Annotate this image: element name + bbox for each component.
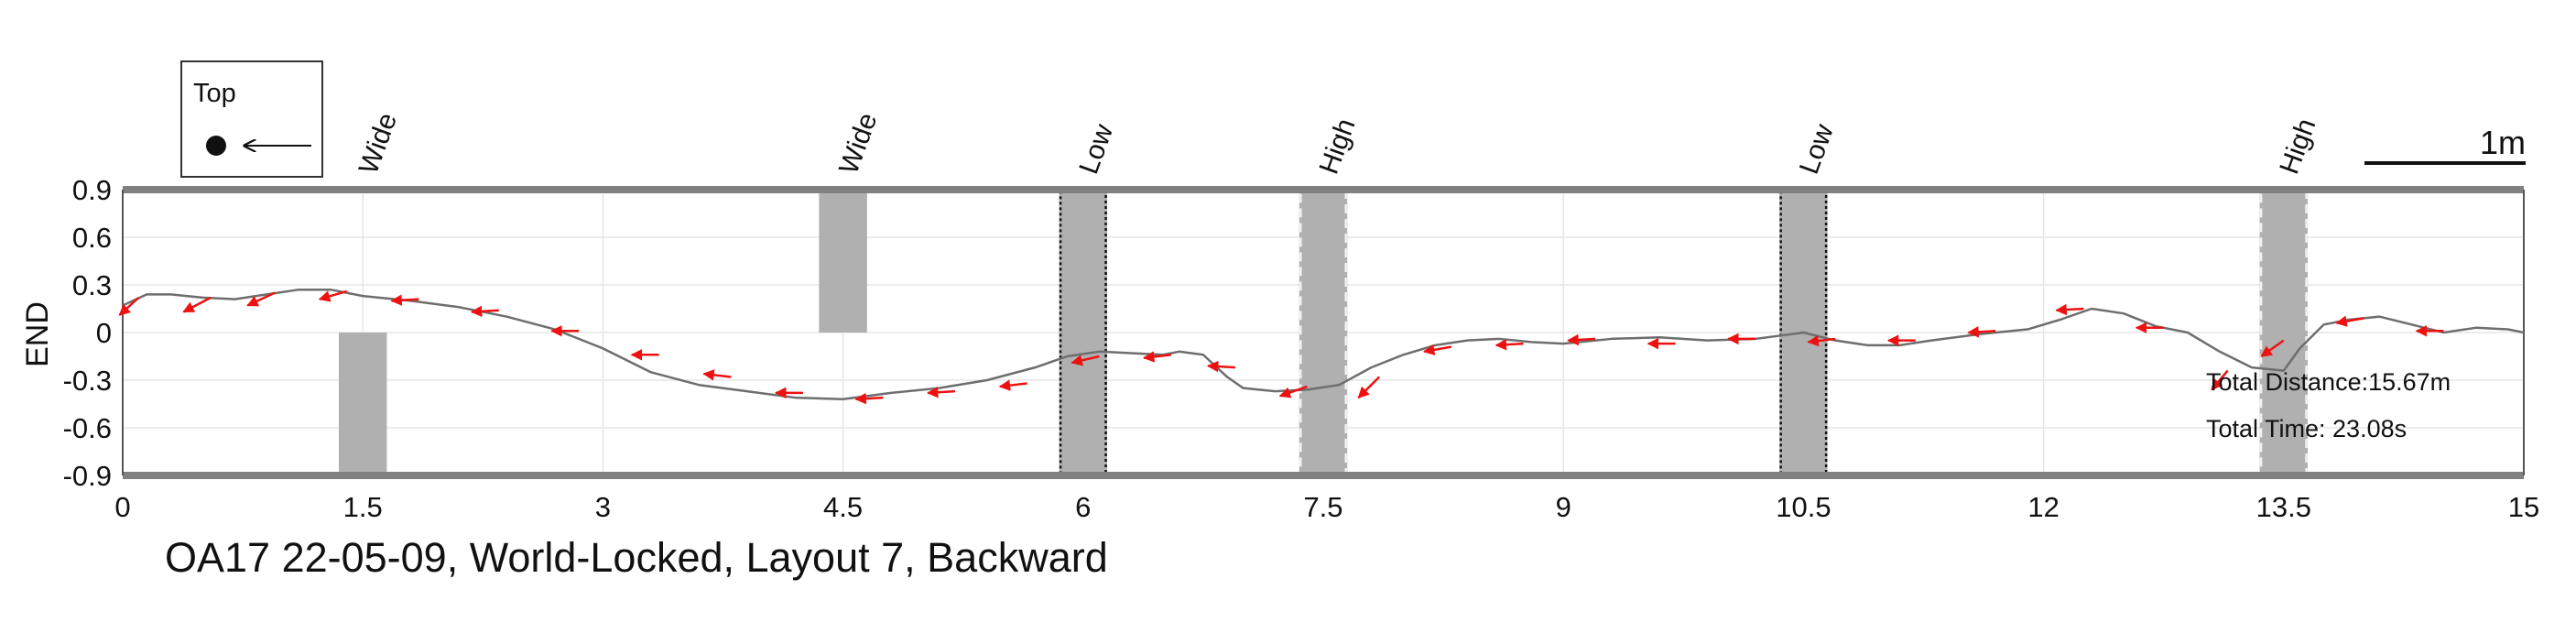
trajectory-line — [122, 288, 2525, 401]
direction-arrow-14 — [1142, 351, 1172, 363]
dot-icon — [206, 136, 226, 156]
obstacle-label-3: High — [1314, 115, 1362, 178]
direction-arrow-15 — [1206, 360, 1235, 373]
y-tick-label-3: 0 — [96, 317, 112, 349]
direction-arrow-4 — [390, 294, 419, 306]
direction-arrow-5 — [470, 305, 499, 318]
obstacle-label-4: Low — [1794, 120, 1840, 178]
obstacle-3 — [1299, 190, 1348, 475]
x-tick-label-10: 15 — [2508, 491, 2539, 523]
y-tick-label-5: -0.6 — [63, 412, 112, 444]
y-tick-labels: 0.9 0.6 0.3 0 -0.3 -0.6 -0.9 — [63, 174, 112, 492]
x-tick-label-3: 4.5 — [823, 491, 863, 523]
obstacle-2 — [1059, 190, 1108, 475]
plot-frame — [122, 186, 2525, 479]
direction-arrow-13 — [1071, 355, 1100, 366]
obstacle-label-2: Low — [1073, 120, 1119, 178]
direction-arrow-28 — [2211, 369, 2229, 391]
direction-arrow-11 — [926, 386, 956, 398]
direction-arrow-26 — [2055, 303, 2084, 316]
y-axis-label: END — [20, 301, 55, 367]
direction-arrow-8 — [702, 369, 732, 381]
direction-arrow-2 — [246, 291, 276, 307]
y-tick-label-6: -0.9 — [63, 460, 112, 492]
x-tick-labels: 0 1.5 3 4.5 6 7.5 9 10.5 12 13.5 15 — [114, 491, 2539, 523]
direction-arrow-25 — [1967, 326, 1996, 338]
direction-arrow-29 — [2260, 339, 2285, 358]
legend-box: Top — [180, 60, 323, 178]
total-time: Total Time: 23.08s — [2206, 415, 2407, 442]
direction-arrow-10 — [854, 392, 884, 405]
obstacle-label-5: High — [2274, 115, 2321, 178]
total-distance: Total Distance:15.67m — [2206, 368, 2451, 396]
x-tick-label-7: 10.5 — [1776, 491, 1831, 523]
x-tick-label-6: 9 — [1556, 491, 1571, 523]
x-tick-label-1: 1.5 — [343, 491, 383, 523]
obstacle-1 — [819, 190, 867, 333]
x-tick-label-0: 0 — [114, 491, 130, 523]
obstacle-labels: Wide Wide Low High Low High — [353, 109, 2322, 179]
direction-arrow-18 — [1422, 344, 1452, 356]
obstacle-label-1: Wide — [833, 109, 883, 179]
trajectory — [122, 288, 2525, 401]
y-tick-label-4: -0.3 — [63, 365, 112, 397]
y-tick-label-0: 0.9 — [72, 174, 112, 206]
direction-arrow-12 — [998, 379, 1027, 391]
direction-arrow-30 — [2335, 315, 2364, 327]
direction-arrow-0 — [118, 296, 140, 316]
direction-arrow-19 — [1495, 338, 1524, 351]
chart-title: OA17 22-05-09, World-Locked, Layout 7, B… — [165, 534, 1108, 581]
obstacle-5 — [2259, 190, 2309, 475]
direction-arrow-3 — [318, 289, 348, 302]
direction-arrow-17 — [1357, 376, 1381, 398]
direction-arrow-16 — [1278, 385, 1308, 398]
scale-bar: 1m — [2364, 124, 2526, 165]
x-tick-label-2: 3 — [595, 491, 611, 523]
direction-arrow-23 — [1807, 334, 1836, 347]
direction-arrows — [118, 289, 2444, 405]
scale-bar-label: 1m — [2480, 124, 2526, 161]
x-tick-label-8: 12 — [2027, 491, 2059, 523]
y-tick-label-1: 0.6 — [72, 222, 112, 254]
y-tick-label-2: 0.3 — [72, 269, 112, 301]
obstacle-label-0: Wide — [353, 109, 403, 179]
x-tick-label-5: 7.5 — [1303, 491, 1342, 523]
direction-arrow-1 — [182, 296, 212, 313]
x-tick-label-4: 6 — [1075, 491, 1091, 523]
obstacle-0 — [338, 333, 387, 475]
x-tick-label-9: 13.5 — [2256, 491, 2311, 523]
legend-title: Top — [193, 79, 236, 108]
direction-arrow-20 — [1567, 333, 1596, 346]
